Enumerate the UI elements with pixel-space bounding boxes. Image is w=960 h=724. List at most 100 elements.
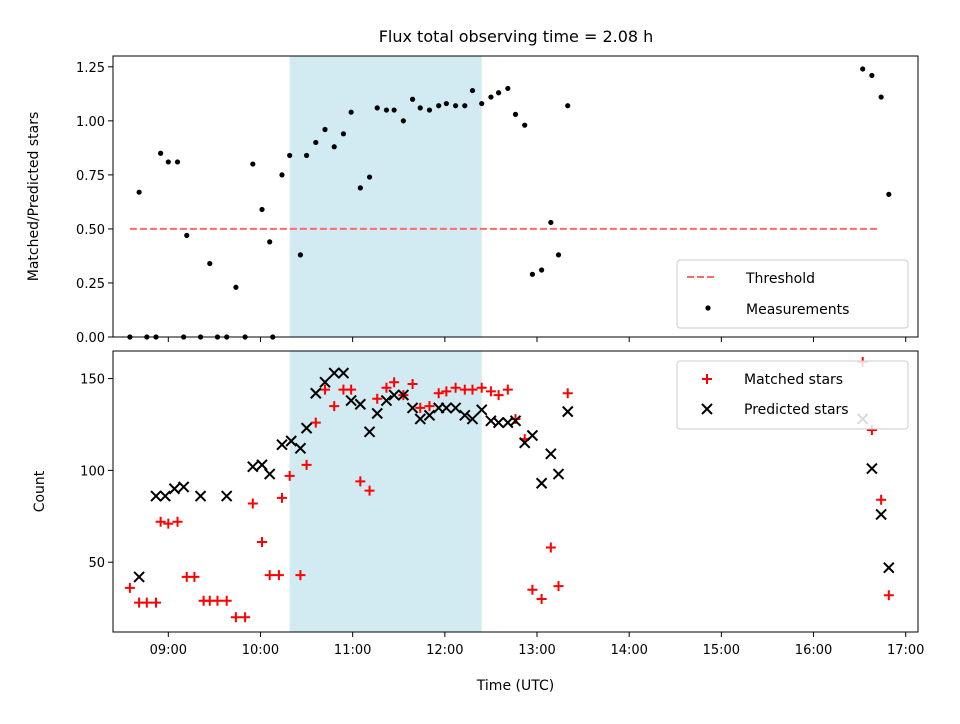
predicted-star-point	[397, 389, 410, 401]
matched-star-point	[389, 377, 400, 388]
legend-measurement-swatch	[705, 305, 711, 311]
matched-star-point	[372, 393, 383, 404]
x-tick-label: 17:00	[887, 643, 924, 658]
observing-span-band	[289, 351, 482, 632]
series-matched-stars	[124, 357, 894, 623]
predicted-star-point	[363, 426, 376, 438]
predicted-star-point	[545, 448, 557, 460]
matched-star-point	[407, 379, 418, 390]
matched-star-point	[264, 570, 275, 581]
measurement-point	[184, 232, 190, 239]
measurement-point	[303, 152, 310, 159]
predicted-star-point	[875, 508, 887, 521]
matched-star-point	[476, 382, 487, 393]
measurement-point	[512, 111, 519, 117]
measurement-point	[233, 284, 239, 290]
x-tick-label: 12:00	[426, 643, 463, 658]
matched-star-point	[450, 382, 461, 393]
matched-star-point	[441, 386, 452, 397]
measurement-point	[886, 191, 892, 197]
measurement-point	[331, 144, 337, 150]
y-tick-label: 1.00	[76, 115, 105, 130]
y-tick-label: 0.00	[76, 331, 105, 346]
predicted-star-point	[294, 442, 307, 455]
legend-measurement-label: Measurements	[746, 302, 849, 318]
predicted-star-point	[466, 413, 479, 425]
legend: Threshold Measurements	[676, 259, 909, 329]
matched-star-point	[320, 384, 331, 395]
y-axis-label: Matched/Predicted stars	[26, 112, 42, 282]
matched-star-point	[562, 388, 573, 399]
matched-star-point	[424, 401, 435, 412]
y-tick-label: 0.25	[76, 277, 105, 292]
measurement-point	[374, 105, 380, 111]
predicted-star-point	[285, 435, 297, 447]
x-tick-label: 10:00	[242, 643, 279, 658]
y-axis-label: Count	[32, 470, 48, 512]
predicted-star-point	[526, 429, 539, 442]
measurement-point	[259, 206, 265, 213]
matched-star-point	[172, 516, 183, 527]
legend-matched-label: Matched stars	[744, 372, 843, 388]
measurement-point	[869, 72, 875, 79]
predicted-star-point	[423, 409, 436, 421]
measurement-point	[357, 185, 363, 191]
measurement-point	[479, 100, 485, 107]
observing-span-band	[289, 56, 482, 337]
matched-star-point	[230, 612, 241, 623]
count-panel: 50 100 150 09:00 10:00 11:00 12:00 13:00 14:00 15…	[32, 350, 924, 694]
predicted-star-point	[509, 415, 522, 427]
matched-star-point	[240, 612, 251, 623]
legend-predicted-swatch	[701, 403, 713, 415]
predicted-star-point	[159, 490, 171, 502]
matched-star-point	[381, 382, 392, 393]
measurement-point	[340, 131, 347, 137]
legend-threshold-label: Threshold	[745, 271, 815, 287]
matched-star-point	[545, 542, 556, 553]
predicted-star-point	[310, 387, 322, 399]
predicted-star-point	[328, 367, 340, 379]
measurement-point	[462, 103, 468, 109]
measurement-point	[366, 174, 373, 180]
x-tick-label: 16:00	[795, 643, 832, 658]
y-tick-label: 100	[80, 464, 105, 479]
axes-frame	[112, 350, 919, 633]
matched-star-point	[295, 570, 306, 581]
predicted-star-point	[492, 416, 505, 429]
predicted-star-point	[345, 394, 357, 407]
measurement-point	[522, 122, 528, 128]
predicted-star-point	[388, 389, 400, 401]
predicted-star-point	[247, 460, 259, 473]
matched-star-point	[346, 384, 357, 395]
predicted-star-point	[459, 409, 471, 421]
measurement-point	[322, 126, 328, 133]
measurement-point	[391, 107, 397, 113]
matched-star-point	[141, 597, 152, 608]
measurement-point	[417, 105, 423, 111]
x-tick-label: 13:00	[518, 643, 555, 658]
predicted-star-point	[449, 402, 462, 414]
measurement-point	[313, 139, 319, 146]
y-tick-label: 1.25	[76, 61, 105, 76]
measurement-point	[529, 271, 535, 277]
predicted-star-point	[354, 398, 367, 410]
measurement-point	[279, 172, 285, 178]
y-tick-label: 0.75	[76, 169, 105, 184]
predicted-star-point	[475, 404, 488, 416]
measurement-point	[136, 189, 142, 195]
measurement-point	[443, 100, 449, 107]
matched-star-point	[247, 498, 258, 509]
predicted-star-point	[337, 367, 350, 379]
matched-star-point	[257, 537, 268, 548]
measurement-point	[348, 109, 354, 115]
legend-box	[676, 360, 909, 430]
y-tick-label: 50	[88, 556, 105, 571]
matched-star-point	[221, 595, 232, 606]
matched-star-point	[527, 584, 538, 595]
matched-star-point	[276, 492, 287, 503]
matched-star-point	[155, 516, 166, 527]
measurement-point	[426, 107, 433, 113]
matched-star-point	[151, 597, 162, 608]
predicted-star-point	[256, 459, 268, 471]
